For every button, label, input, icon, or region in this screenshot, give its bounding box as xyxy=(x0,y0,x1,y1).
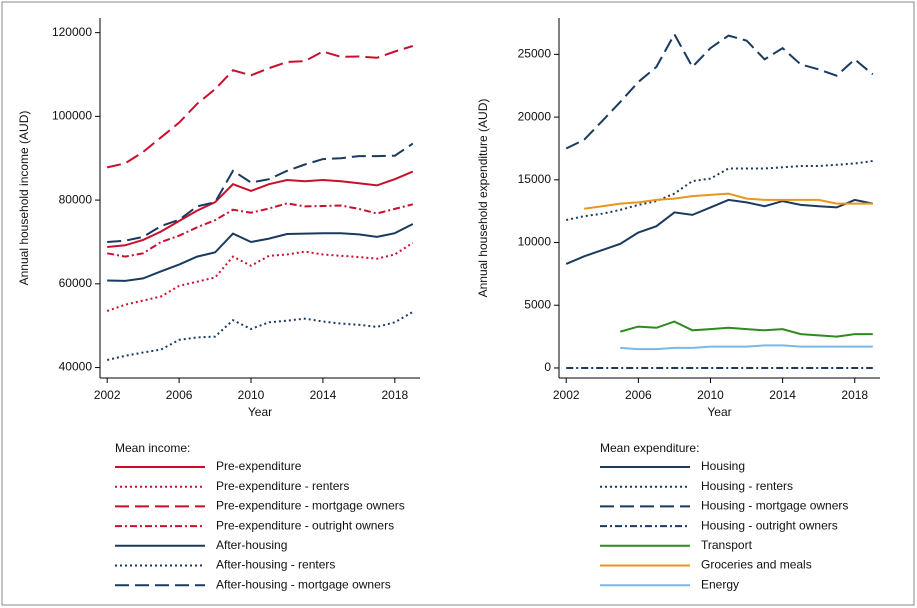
x-tick-label: 2006 xyxy=(625,388,652,402)
legend-label: After-housing - mortgage owners xyxy=(216,577,391,591)
series-line xyxy=(107,223,414,282)
y-tick-label: 40000 xyxy=(59,360,93,374)
y-tick-label: 10000 xyxy=(518,235,552,249)
y-tick-label: 5000 xyxy=(524,297,551,311)
series-line xyxy=(565,198,874,265)
legend-label: Energy xyxy=(701,577,739,591)
legend-label: Housing - mortgage owners xyxy=(701,499,848,513)
y-tick-label: 120000 xyxy=(52,25,92,39)
legend-label: Pre-expenditure xyxy=(216,459,302,473)
x-tick-label: 2010 xyxy=(697,388,724,402)
series-line xyxy=(620,344,873,351)
legend-label: Groceries and meals xyxy=(701,558,812,572)
series-line xyxy=(107,170,414,248)
legend-label: After-housing - renters xyxy=(216,558,335,572)
legend-label: Transport xyxy=(701,538,753,552)
y-axis-label: Annual household expenditure (AUD) xyxy=(476,99,490,298)
legend-label: Pre-expenditure - renters xyxy=(216,479,349,493)
x-tick-label: 2002 xyxy=(94,388,121,402)
legend-label: After-housing xyxy=(216,538,287,552)
x-axis-label: Year xyxy=(248,405,272,419)
legend-label: Pre-expenditure - mortgage owners xyxy=(216,499,405,513)
y-tick-label: 80000 xyxy=(59,192,93,206)
y-tick-label: 60000 xyxy=(59,276,93,290)
x-tick-label: 2018 xyxy=(841,388,868,402)
x-tick-label: 2006 xyxy=(166,388,193,402)
y-tick-label: 25000 xyxy=(518,47,552,61)
legend-title: Mean income: xyxy=(115,441,190,455)
legend-title: Mean expenditure: xyxy=(600,441,699,455)
x-tick-label: 2014 xyxy=(310,388,337,402)
series-line xyxy=(106,45,414,169)
x-tick-label: 2002 xyxy=(553,388,580,402)
x-tick-label: 2014 xyxy=(769,388,796,402)
y-tick-label: 20000 xyxy=(518,109,552,123)
series-line xyxy=(620,320,873,338)
series-line xyxy=(565,160,873,221)
x-tick-label: 2010 xyxy=(238,388,265,402)
x-tick-label: 2018 xyxy=(381,388,408,402)
y-axis-label: Annual household income (AUD) xyxy=(17,111,31,286)
legend-label: Pre-expenditure - outright owners xyxy=(216,518,394,532)
series-line xyxy=(107,142,414,243)
legend-label: Housing - outright owners xyxy=(701,518,838,532)
y-tick-label: 100000 xyxy=(52,109,92,123)
y-tick-label: 0 xyxy=(544,360,551,374)
legend-label: Housing xyxy=(701,459,745,473)
y-tick-label: 15000 xyxy=(518,172,552,186)
series-line xyxy=(565,32,874,150)
series-line xyxy=(106,241,414,312)
series-line xyxy=(584,192,873,210)
legend-label: Housing - renters xyxy=(701,479,793,493)
series-line xyxy=(106,311,414,361)
x-axis-label: Year xyxy=(707,405,731,419)
